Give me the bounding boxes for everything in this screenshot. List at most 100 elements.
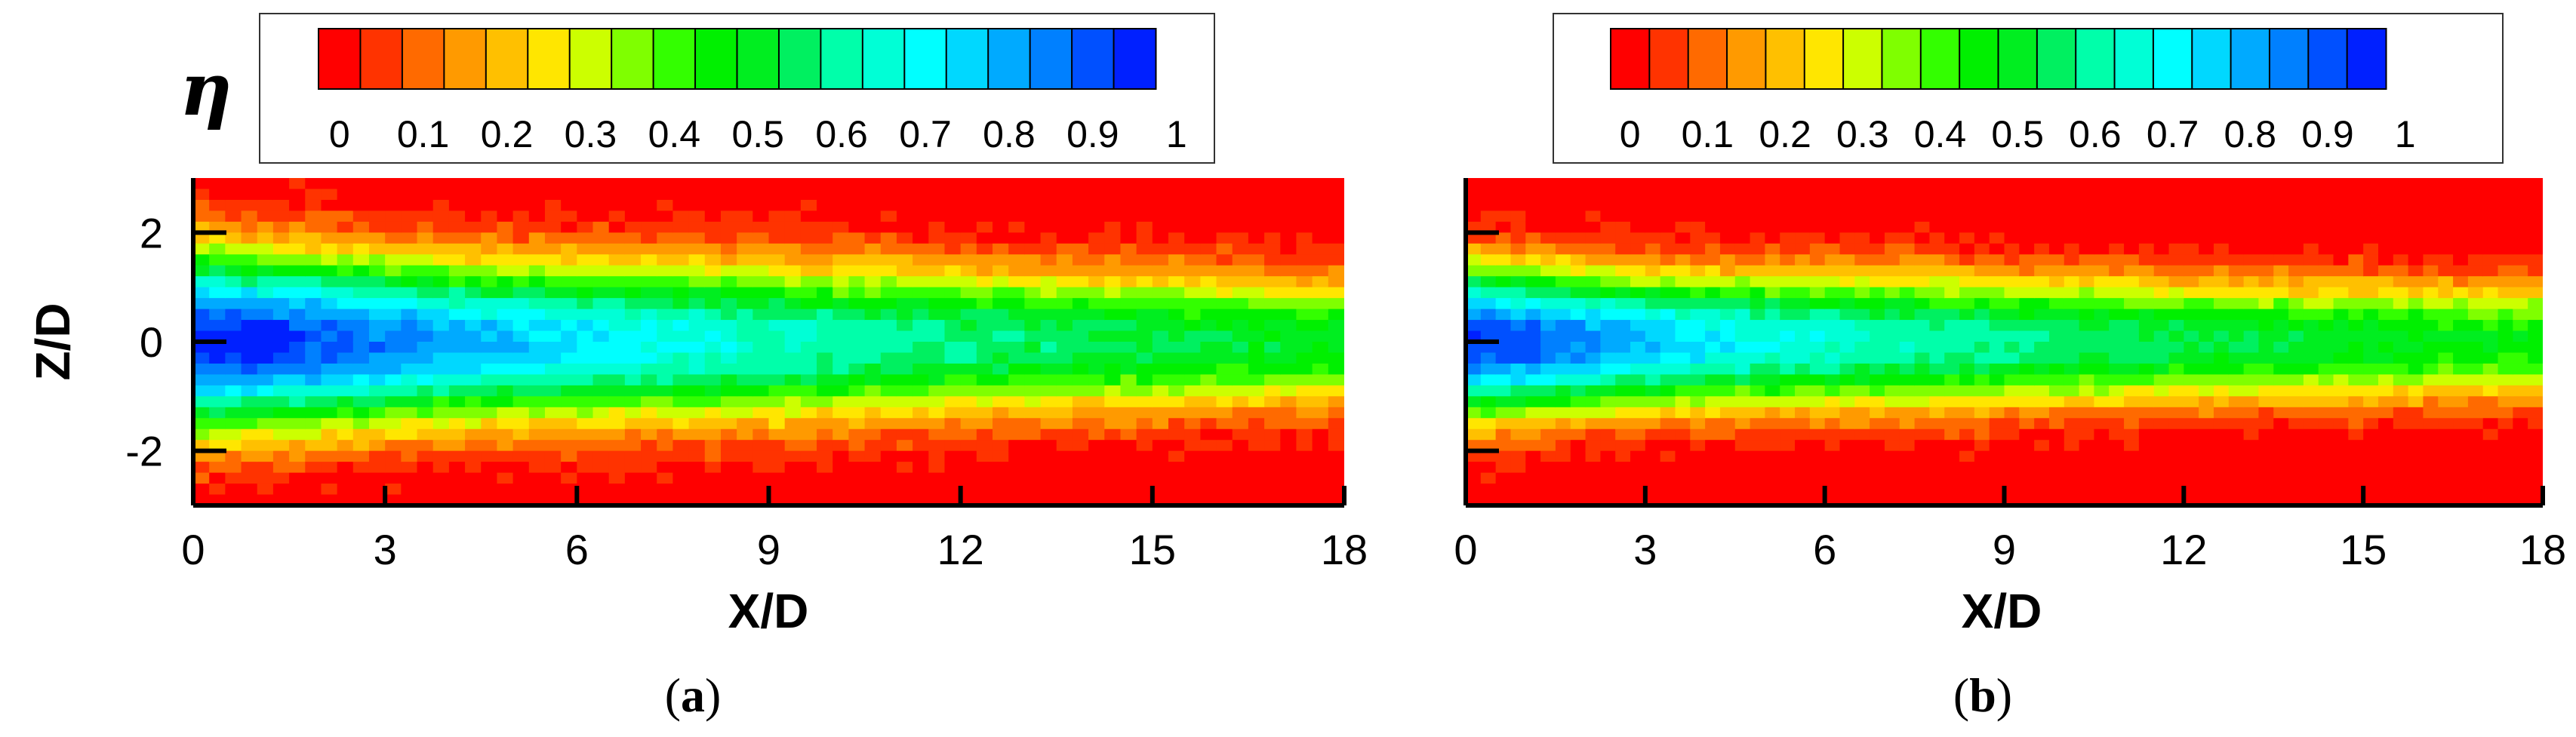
contour-cell (608, 243, 626, 256)
contour-cell (624, 342, 642, 354)
contour-cell (465, 342, 482, 354)
contour-cell (1056, 309, 1073, 321)
contour-cell (1870, 309, 1885, 321)
contour-cell (2094, 254, 2110, 266)
contour-cell (1328, 407, 1344, 419)
contour-cell (2273, 450, 2289, 462)
contour-cell (528, 396, 546, 408)
contour-cell (1615, 298, 1631, 310)
contour-cell (289, 265, 306, 277)
contour-cell (1914, 472, 1931, 484)
contour-cell (2184, 428, 2199, 441)
contour-cell (913, 199, 930, 212)
contour-cell (1495, 385, 1512, 398)
contour-cell (1232, 374, 1249, 386)
contour-cell (561, 374, 578, 386)
contour-cell (1615, 178, 1631, 190)
contour-cell (2048, 428, 2065, 441)
contour-cell (1312, 407, 1329, 419)
contour-cell (2019, 462, 2035, 474)
contour-cell (1660, 330, 1676, 342)
contour-cell (657, 320, 674, 332)
contour-cell (1585, 309, 1602, 321)
contour-cell (337, 210, 354, 223)
contour-cell (784, 221, 802, 234)
contour-cell (1600, 428, 1616, 441)
contour-cell (2199, 178, 2214, 190)
contour-cell (497, 484, 514, 496)
contour-cell (1280, 309, 1297, 321)
contour-cell (2064, 298, 2080, 310)
contour-cell (1780, 352, 1796, 364)
contour-cell (257, 396, 274, 408)
contour-cell (193, 189, 210, 201)
contour-cell (1780, 309, 1796, 321)
contour-cell (1152, 374, 1169, 386)
contour-cell (896, 462, 913, 474)
contour-cell (2168, 418, 2185, 430)
contour-cell (561, 494, 578, 505)
contour-cell (1839, 309, 1856, 321)
contour-cell (368, 472, 386, 484)
contour-cell (368, 385, 386, 398)
colorbar-swatch (1726, 28, 1767, 90)
contour-cell (1120, 494, 1137, 505)
contour-cell (401, 265, 418, 277)
contour-cell (848, 287, 866, 299)
contour-cell (2363, 418, 2379, 430)
contour-cell (1795, 330, 1811, 342)
contour-cell (944, 320, 962, 332)
contour-cell (1510, 450, 1527, 462)
contour-cell (2199, 450, 2214, 462)
contour-cell (1765, 232, 1781, 244)
contour-cell (1809, 232, 1826, 244)
contour-cell (2393, 472, 2409, 484)
contour-cell (1510, 385, 1527, 398)
contour-cell (2513, 189, 2528, 201)
contour-cell (289, 385, 306, 398)
contour-cell (561, 484, 578, 496)
contour-cell (1854, 287, 1870, 299)
contour-cell (2064, 189, 2080, 201)
contour-cell (1645, 374, 1661, 386)
contour-cell (1734, 342, 1751, 354)
contour-cell (305, 330, 322, 342)
contour-cell (1570, 418, 1587, 430)
contour-cell (1750, 494, 1766, 505)
contour-cell (976, 484, 993, 496)
contour-cell (2348, 472, 2364, 484)
contour-cell (2184, 189, 2199, 201)
contour-cell (1555, 342, 1571, 354)
contour-cell (1184, 450, 1202, 462)
contour-cell (1974, 243, 1990, 256)
contour-cell (608, 276, 626, 288)
contour-cell (481, 210, 498, 223)
contour-cell (417, 385, 434, 398)
contour-cell (928, 494, 946, 505)
contour-cell (1839, 189, 1856, 201)
contour-cell (1232, 352, 1249, 364)
contour-cell (1884, 440, 1900, 452)
colorbar-swatch (485, 28, 529, 90)
contour-cell (2423, 450, 2439, 462)
contour-cell (1750, 287, 1766, 299)
contour-cell (1974, 396, 1990, 408)
contour-cell (2423, 385, 2439, 398)
contour-cell (2348, 265, 2364, 277)
contour-cell (385, 243, 402, 256)
contour-cell (2408, 462, 2424, 474)
contour-cell (1914, 418, 1931, 430)
contour-cell (1008, 342, 1026, 354)
contour-cell (641, 440, 658, 452)
contour-cell (2482, 199, 2499, 212)
contour-cell (1216, 428, 1233, 441)
contour-cell (1645, 276, 1661, 288)
contour-cell (1839, 450, 1856, 462)
contour-cell (848, 232, 866, 244)
contour-cell (784, 494, 802, 505)
contour-cell (1040, 309, 1057, 321)
contour-cell (1705, 472, 1721, 484)
contour-cell (209, 472, 226, 484)
contour-cell (2199, 265, 2214, 277)
contour-cell (2303, 342, 2319, 354)
